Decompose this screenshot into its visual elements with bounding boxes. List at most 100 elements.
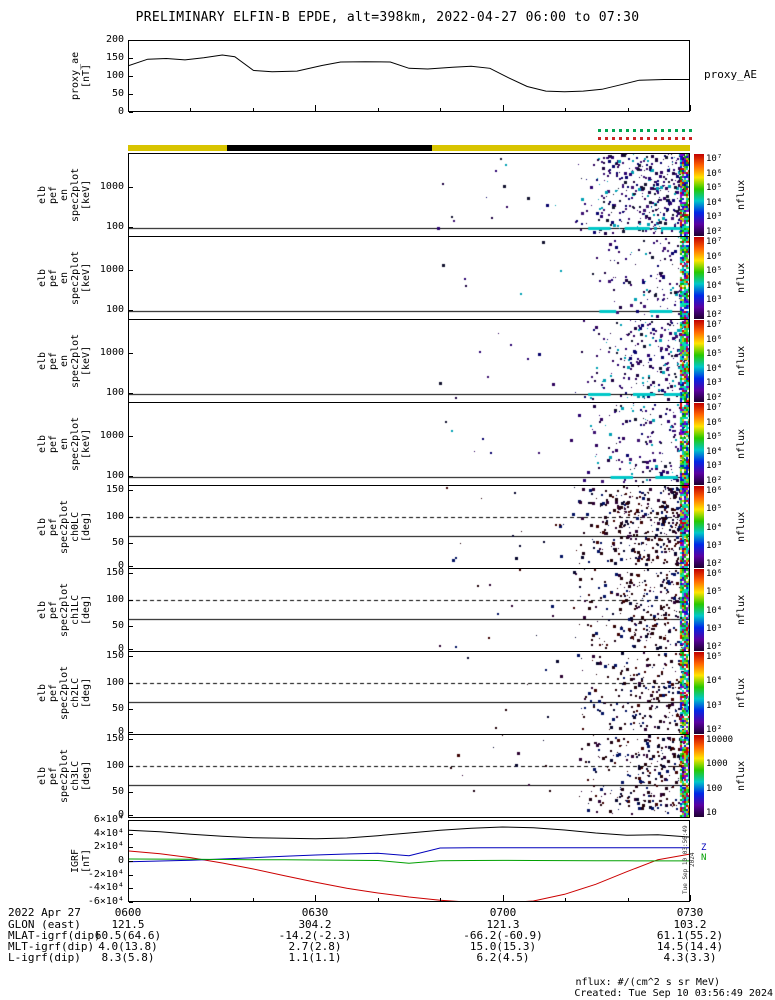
spectrogram-elb_pef_en_spec2plot_4 bbox=[128, 402, 690, 486]
colorbar-tick-label: 10⁵ bbox=[706, 432, 723, 443]
igrf-x-tick bbox=[690, 895, 691, 901]
colorbar-tick-label: 10⁵ bbox=[706, 504, 723, 515]
igrf-ytick-label: 0 bbox=[117, 855, 124, 866]
igrf-component-label-N: N bbox=[701, 853, 707, 863]
elb_pef_spec2plot_ch0LC-ytick-label: 50 bbox=[111, 536, 124, 548]
footer-value-1-3: 103.2 bbox=[673, 918, 707, 931]
footer-row-label-2: MLAT-igrf(dip) bbox=[8, 929, 101, 942]
elb_pef_en_spec2plot_1-ytick-label: 1000 bbox=[99, 180, 124, 192]
proxy-ytick-mark bbox=[129, 112, 133, 113]
proxy-x-tick bbox=[503, 105, 504, 111]
elb_pef_spec2plot_ch0LC-ytick-label: 150 bbox=[105, 484, 124, 496]
colorbar-tick-label: 10² bbox=[706, 559, 723, 569]
spec-ylabel-elb_pef_en_spec2plot_1-word: elb bbox=[37, 185, 48, 205]
footer-row-label-0: 2022 Apr 27 bbox=[8, 906, 81, 919]
footer-value-3-1: 2.7(2.8) bbox=[288, 940, 342, 953]
spec-ylabel-elb_pef_spec2plot_ch0LC-word: spec2plot bbox=[59, 499, 70, 555]
igrf-x-tick bbox=[190, 898, 191, 901]
spec-ylabel-elb_pef_spec2plot_ch2LC-word: [deg] bbox=[81, 677, 92, 709]
elb_pef_spec2plot_ch1LC-ytick-mark bbox=[129, 600, 133, 601]
spec-ylabel-elb_pef_spec2plot_ch3LC-word: pef bbox=[48, 766, 59, 786]
colorbar-tick-label: 10³ bbox=[706, 623, 723, 634]
igrf-ytick-label: 6×10⁴ bbox=[93, 814, 124, 825]
elb_pef_spec2plot_ch0LC-ytick-mark bbox=[129, 517, 133, 518]
footer-value-1-2: 121.3 bbox=[486, 918, 520, 931]
spectrogram-elb_pef_spec2plot_ch3LC bbox=[128, 734, 690, 818]
footer-value-0-3: 0730 bbox=[676, 906, 704, 919]
elb_pef_en_spec2plot_4-ytick-label: 1000 bbox=[99, 429, 124, 441]
elb_pef_en_spec2plot_4-ytick-label: 100 bbox=[105, 469, 124, 481]
colorbar-tick-label: 10³ bbox=[706, 700, 723, 711]
colorbar-tick-label: 10³ bbox=[706, 540, 723, 551]
igrf-x-tick bbox=[440, 898, 441, 901]
spec-ylabel-elb_pef_spec2plot_ch3LC-word: [deg] bbox=[81, 760, 92, 792]
igrf-ytick-label: -6×10⁴ bbox=[87, 896, 124, 907]
spec-ylabel-elb_pef_spec2plot_ch3LC-word: ch3LC bbox=[70, 760, 81, 792]
colorbar-tick-label: 10⁶ bbox=[706, 251, 723, 262]
proxy-x-tick bbox=[440, 108, 441, 111]
footer-value-2-0: 60.5(64.6) bbox=[94, 929, 162, 942]
footer-value-4-0: 8.3(5.8) bbox=[101, 951, 155, 964]
spectrogram-elb_pef_spec2plot_ch0LC bbox=[128, 485, 690, 569]
colorbar-tick-label: 10⁵ bbox=[706, 587, 723, 598]
spec-ylabel-elb_pef_en_spec2plot_2-word: elb bbox=[37, 268, 48, 288]
igrf-ytick-mark bbox=[129, 820, 133, 821]
science-zone-marks-red bbox=[598, 137, 693, 140]
colorbar-elb_pef_spec2plot_ch1LC bbox=[694, 569, 704, 651]
spec-ylabel-elb_pef_spec2plot_ch2LC: elb pef spec2plot ch2LC [deg] bbox=[34, 651, 92, 735]
spec-ylabel-elb_pef_spec2plot_ch3LC-word: spec2plot bbox=[59, 748, 70, 804]
colorbar-tick-label: 1000 bbox=[706, 759, 728, 770]
colorbar-tick-label: 10² bbox=[706, 476, 723, 486]
orbit-segment-0 bbox=[128, 145, 227, 151]
igrf-component-label-Z: Z bbox=[701, 843, 707, 853]
igrf-line-chart bbox=[129, 821, 689, 901]
igrf-ytick-label: 2×10⁴ bbox=[93, 841, 124, 853]
colorbar-tick-label: 10⁵ bbox=[706, 652, 723, 662]
colorbar-elb_pef_spec2plot_ch2LC bbox=[694, 652, 704, 734]
nflux-colorbar-label: nflux bbox=[736, 594, 747, 626]
elb_pef_en_spec2plot_3-ytick-label: 1000 bbox=[99, 346, 124, 358]
proxy-x-tick bbox=[190, 108, 191, 111]
nflux-colorbar-label: nflux bbox=[736, 262, 747, 294]
elb_pef_spec2plot_ch2LC-ytick-mark bbox=[129, 683, 133, 684]
footer-value-3-3: 14.5(14.4) bbox=[656, 940, 724, 953]
spec-ylabel-elb_pef_spec2plot_ch1LC-word: elb bbox=[37, 600, 48, 620]
igrf-x-tick bbox=[128, 895, 129, 901]
footer-value-3-2: 15.0(15.3) bbox=[469, 940, 537, 953]
spec-ylabel-elb_pef_spec2plot_ch1LC-word: pef bbox=[48, 600, 59, 620]
colorbar-tick-label: 10³ bbox=[706, 378, 723, 389]
footer-value-0-2: 0700 bbox=[489, 906, 517, 919]
colorbar-elb_pef_en_spec2plot_3 bbox=[694, 320, 704, 402]
proxy-ae-panel bbox=[128, 40, 690, 112]
spec-ylabel-elb_pef_spec2plot_ch2LC-word: pef bbox=[48, 683, 59, 703]
spec-ylabel-elb_pef_spec2plot_ch1LC: elb pef spec2plot ch1LC [deg] bbox=[34, 568, 92, 652]
footer-value-4-3: 4.3(3.3) bbox=[663, 951, 717, 964]
colorbar-tick-label: 10⁴ bbox=[706, 676, 723, 687]
colorbar-tick-label: 10⁶ bbox=[706, 417, 723, 428]
elb_pef_spec2plot_ch0LC-ytick-label: 100 bbox=[105, 510, 124, 522]
colorbar-tick-label: 10⁴ bbox=[706, 280, 723, 291]
colorbar-tick-label: 10⁶ bbox=[706, 334, 723, 345]
elb_pef_spec2plot_ch3LC-ytick-mark bbox=[129, 766, 133, 767]
igrf-ytick-mark bbox=[129, 834, 133, 835]
spec-ylabel-elb_pef_spec2plot_ch0LC-word: pef bbox=[48, 517, 59, 537]
proxy-ytick-label: 150 bbox=[105, 52, 124, 63]
elb_pef_spec2plot_ch2LC-ytick-label: 50 bbox=[111, 702, 124, 714]
elb_pef_spec2plot_ch2LC-ytick-mark bbox=[129, 732, 133, 733]
igrf-panel bbox=[128, 820, 690, 902]
nflux-colorbar-label: nflux bbox=[736, 511, 747, 543]
elb_pef_spec2plot_ch3LC-ytick-label: 100 bbox=[105, 759, 124, 771]
spec-ylabel-elb_pef_en_spec2plot_3-word: elb bbox=[37, 351, 48, 371]
colorbar-tick-label: 10³ bbox=[706, 295, 723, 306]
elb_pef_en_spec2plot_4-ytick-mark bbox=[129, 476, 133, 477]
spectrogram-elb_pef_spec2plot_ch1LC bbox=[128, 568, 690, 652]
colorbar-tick-label: 10⁴ bbox=[706, 522, 723, 533]
spec-ylabel-elb_pef_spec2plot_ch0LC-word: elb bbox=[37, 517, 48, 537]
nflux-colorbar-label: nflux bbox=[736, 428, 747, 460]
spec-ylabel-elb_pef_en_spec2plot_4-word: elb bbox=[37, 434, 48, 454]
orbit-segment-2 bbox=[432, 145, 690, 151]
created-timestamp: Created: Tue Sep 10 03:56:49 2024 bbox=[574, 988, 773, 999]
elb_pef_en_spec2plot_3-ytick-label: 100 bbox=[105, 386, 124, 398]
nflux-colorbar-label: nflux bbox=[736, 760, 747, 792]
colorbar-tick-label: 10⁷ bbox=[706, 403, 723, 413]
